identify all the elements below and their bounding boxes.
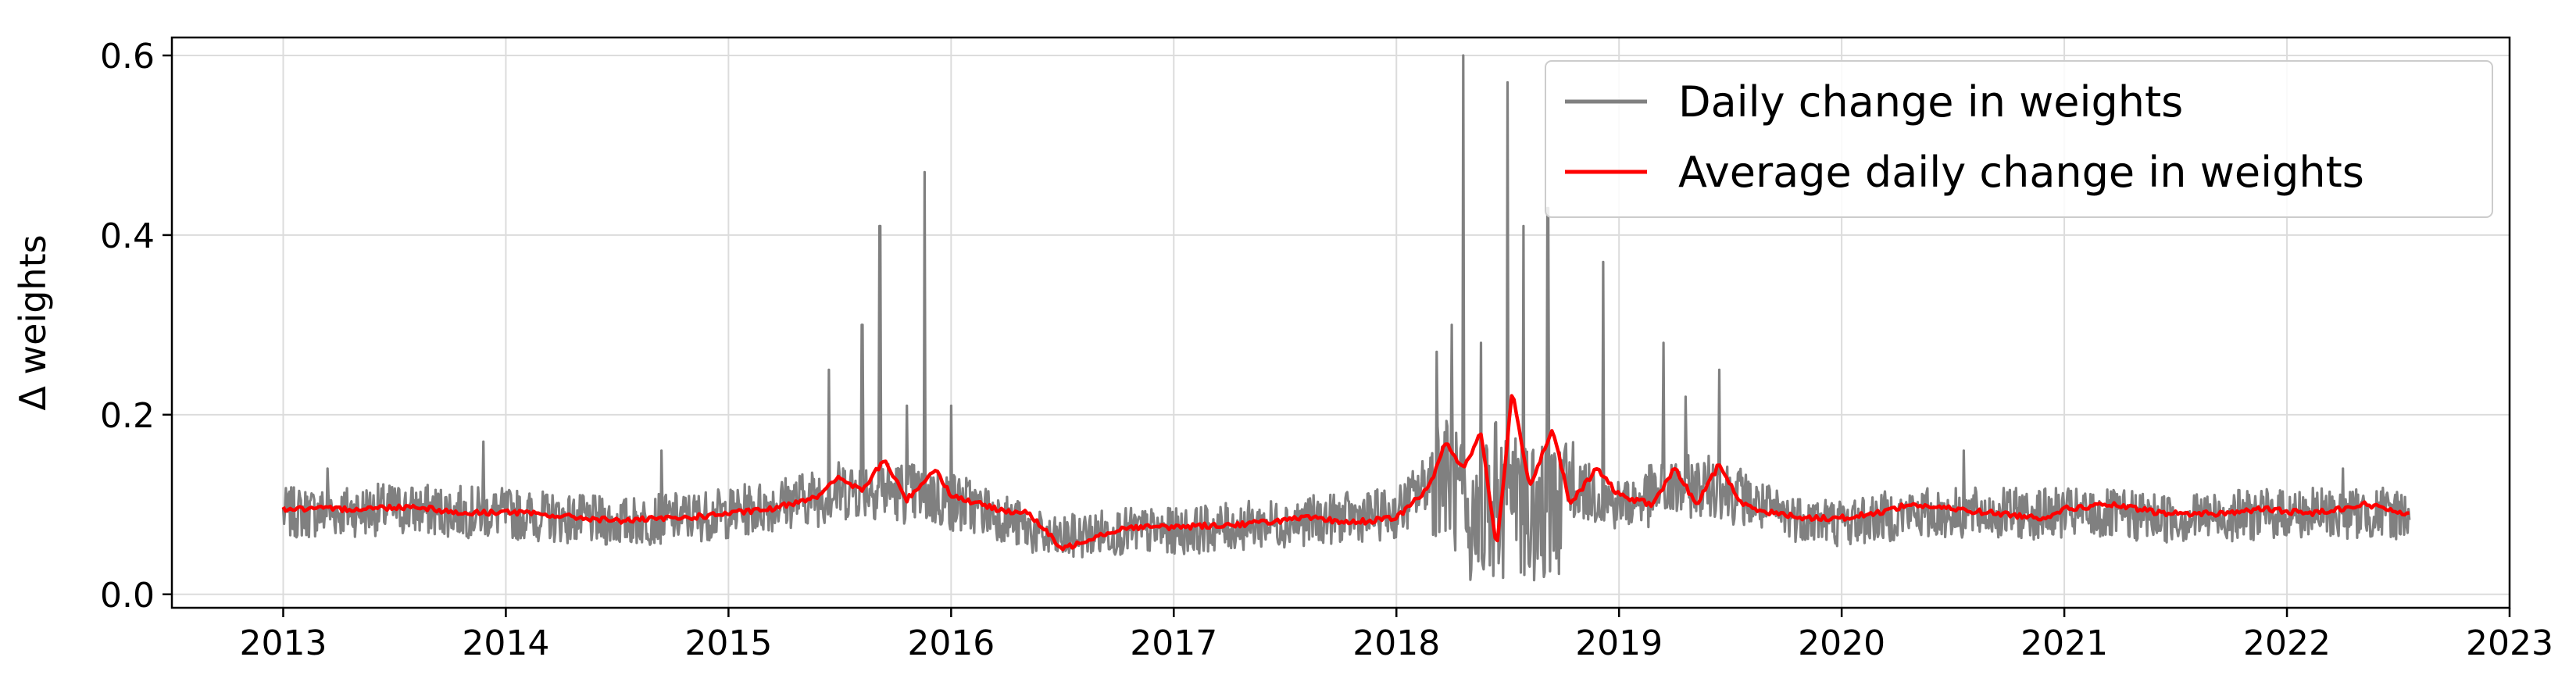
x-tick-label-2014: 2014	[462, 623, 549, 663]
x-tick-label-2018: 2018	[1352, 623, 1440, 663]
x-axis: 2013 2014 2015 2016 2017 2018 2019 2020 2021 2022…	[239, 608, 2553, 663]
y-tick-label-2: 0.4	[100, 216, 155, 256]
plot-frame	[170, 36, 2511, 609]
series-layer	[281, 54, 2411, 582]
x-tick-label-2020: 2020	[1798, 623, 1885, 663]
x-tick-label-2015: 2015	[684, 623, 772, 663]
legend-label-average: Average daily change in weights	[1678, 148, 2364, 197]
y-axis-label: Δ weights	[12, 234, 54, 410]
x-tick-label-2017: 2017	[1130, 623, 1217, 663]
y-tick-label-3: 0.6	[100, 37, 155, 77]
y-tick-label-0: 0.0	[100, 576, 155, 616]
x-tick-label-2021: 2021	[2020, 623, 2108, 663]
series-average-change	[281, 394, 2410, 552]
y-tick-label-1: 0.2	[100, 396, 155, 436]
legend: Daily change in weights Average daily ch…	[1545, 60, 2493, 218]
legend-label-daily: Daily change in weights	[1678, 77, 2183, 127]
series-daily-change	[281, 54, 2411, 582]
legend-box	[1545, 60, 2493, 218]
y-axis: 0.0 0.2 0.4 0.6	[100, 37, 172, 616]
x-tick-label-2013: 2013	[239, 623, 327, 663]
x-tick-label-2023: 2023	[2466, 623, 2553, 663]
x-tick-label-2016: 2016	[907, 623, 995, 663]
x-tick-label-2022: 2022	[2243, 623, 2331, 663]
x-tick-label-2019: 2019	[1575, 623, 1663, 663]
